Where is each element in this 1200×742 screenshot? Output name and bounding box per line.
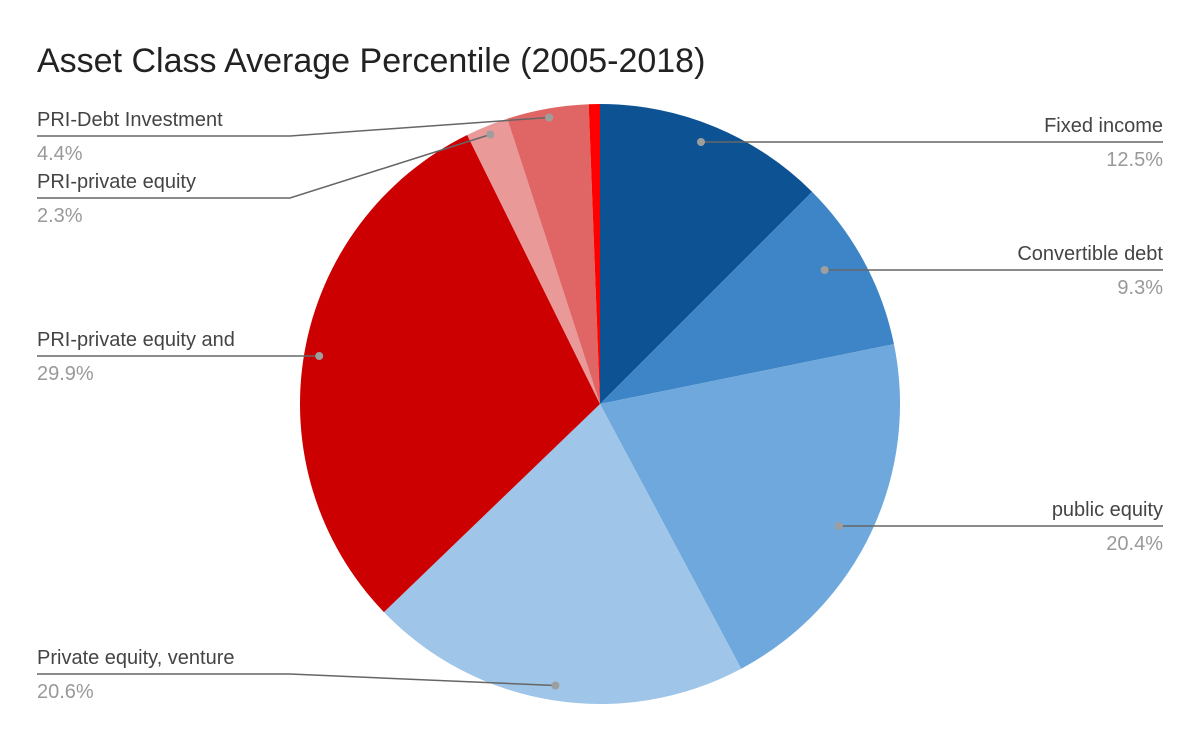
slice-label-value: 20.4% <box>1106 533 1163 555</box>
leader-dot <box>834 522 843 530</box>
slice-label-convertible-debt: Convertible debt 9.3% <box>820 243 1163 299</box>
leader-line <box>37 133 491 199</box>
slice-label-name: Fixed income <box>1044 115 1163 137</box>
slice-label-name: PRI-private equity and <box>37 329 235 351</box>
pie-slice-private-equity-venture <box>383 404 742 705</box>
slice-label-fixed-income: Fixed income 12.5% <box>697 115 1163 171</box>
slice-label-public-equity: public equity 20.4% <box>834 499 1163 555</box>
pie-slice-pri-debt-investment <box>507 104 600 405</box>
leader-dot <box>545 113 554 122</box>
pie-slice-convertible-debt <box>600 191 894 404</box>
leader-line <box>37 673 556 687</box>
pie-labels: Fixed income 12.5% Convertible debt 9.3% pub… <box>37 109 1163 703</box>
pie-slices <box>299 103 901 705</box>
leader-dot <box>551 681 560 690</box>
slice-label-pri-private-equity: PRI-private equity 2.3% <box>37 130 495 227</box>
leader-dot <box>486 130 495 139</box>
slice-label-name: Private equity, venture <box>37 647 235 669</box>
pie-slice-fixed-income <box>600 104 813 404</box>
leader-dot <box>820 266 829 274</box>
chart-title: Asset Class Average Percentile (2005-201… <box>37 42 705 80</box>
leader-line <box>37 116 550 137</box>
pie-slice-pri-private-equity-and <box>299 135 600 613</box>
slice-label-value: 2.3% <box>37 205 83 227</box>
slice-label-pri-debt-investment: PRI-Debt Investment 4.4% <box>37 109 554 165</box>
leader-dot <box>315 352 324 360</box>
leader-dot <box>697 138 705 146</box>
pie-slice-unlabeled <box>588 103 600 404</box>
pie-slice-public-equity <box>600 344 901 669</box>
slice-label-name: PRI-private equity <box>37 171 196 193</box>
slice-label-value: 20.6% <box>37 681 94 703</box>
slice-label-name: public equity <box>1052 499 1163 521</box>
slice-label-value: 29.9% <box>37 363 94 385</box>
slice-label-value: 4.4% <box>37 143 83 165</box>
slice-label-value: 9.3% <box>1117 277 1163 299</box>
pie-slice-pri-private-equity <box>467 118 600 405</box>
slice-label-name: Convertible debt <box>1017 243 1163 265</box>
slice-label-value: 12.5% <box>1106 149 1163 171</box>
slice-label-private-equity-venture: Private equity, venture 20.6% <box>37 647 560 703</box>
slice-label-pri-private-equity-and: PRI-private equity and 29.9% <box>37 329 324 385</box>
slice-label-name: PRI-Debt Investment <box>37 109 223 131</box>
